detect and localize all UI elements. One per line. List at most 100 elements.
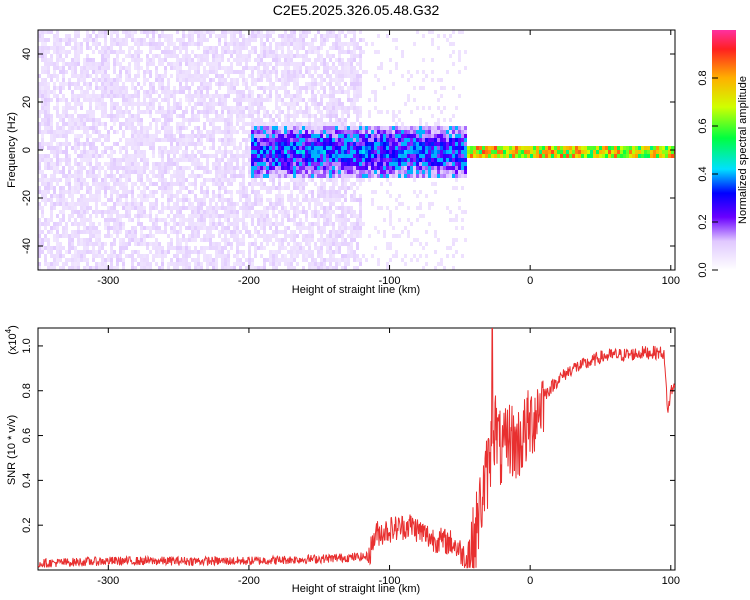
heatmap-cell bbox=[323, 90, 326, 94]
heatmap-cell bbox=[269, 74, 272, 78]
heatmap-cell bbox=[308, 58, 311, 62]
heatmap-cell bbox=[239, 118, 242, 122]
heatmap-cell bbox=[296, 142, 299, 146]
heatmap-cell bbox=[104, 30, 107, 34]
heatmap-cell bbox=[158, 230, 161, 234]
heatmap-cell bbox=[182, 182, 185, 186]
heatmap-cell bbox=[110, 86, 113, 90]
heatmap-cell bbox=[107, 226, 110, 230]
heatmap-cell bbox=[239, 174, 242, 178]
heatmap-cell bbox=[80, 118, 83, 122]
heatmap-cell bbox=[131, 258, 134, 262]
heatmap-cell bbox=[56, 98, 59, 102]
heatmap-cell bbox=[302, 146, 305, 150]
heatmap-cell bbox=[356, 146, 359, 150]
heatmap-cell bbox=[92, 98, 95, 102]
heatmap-cell bbox=[221, 50, 224, 54]
heatmap-cell bbox=[296, 94, 299, 98]
heatmap-cell bbox=[47, 198, 50, 202]
heatmap-cell bbox=[230, 30, 233, 34]
heatmap-cell bbox=[275, 258, 278, 262]
heatmap-cell bbox=[41, 78, 44, 82]
heatmap-cell bbox=[41, 110, 44, 114]
heatmap-cell bbox=[191, 174, 194, 178]
heatmap-cell bbox=[308, 110, 311, 114]
heatmap-cell bbox=[86, 134, 89, 138]
heatmap-cell bbox=[170, 150, 173, 154]
heatmap-cell bbox=[116, 54, 119, 58]
heatmap-cell bbox=[266, 210, 269, 214]
heatmap-cell bbox=[191, 58, 194, 62]
heatmap-cell bbox=[410, 110, 413, 114]
heatmap-cell bbox=[41, 170, 44, 174]
heatmap-cell bbox=[176, 106, 179, 110]
heatmap-cell bbox=[200, 54, 203, 58]
heatmap-cell bbox=[233, 170, 236, 174]
heatmap-cell bbox=[293, 186, 296, 190]
heatmap-cell bbox=[179, 146, 182, 150]
heatmap-cell bbox=[338, 230, 341, 234]
heatmap-cell bbox=[389, 142, 392, 146]
heatmap-cell bbox=[173, 98, 176, 102]
heatmap-cell bbox=[203, 134, 206, 138]
heatmap-cell bbox=[164, 126, 167, 130]
heatmap-cell bbox=[284, 102, 287, 106]
heatmap-cell bbox=[80, 174, 83, 178]
heatmap-cell bbox=[191, 214, 194, 218]
heatmap-cell bbox=[221, 106, 224, 110]
heatmap-cell bbox=[50, 138, 53, 142]
heatmap-cell bbox=[179, 214, 182, 218]
heatmap-cell bbox=[44, 158, 47, 162]
heatmap-cell bbox=[92, 246, 95, 250]
heatmap-cell bbox=[227, 30, 230, 34]
heatmap-cell bbox=[260, 130, 263, 134]
heatmap-cell bbox=[272, 70, 275, 74]
heatmap-cell bbox=[245, 258, 248, 262]
heatmap-cell bbox=[215, 110, 218, 114]
heatmap-cell bbox=[350, 134, 353, 138]
heatmap-cell bbox=[290, 218, 293, 222]
heatmap-cell bbox=[344, 182, 347, 186]
heatmap-cell bbox=[287, 158, 290, 162]
heatmap-cell bbox=[335, 258, 338, 262]
heatmap-cell bbox=[161, 90, 164, 94]
heatmap-cell bbox=[182, 38, 185, 42]
heatmap-cell bbox=[395, 206, 398, 210]
heatmap-cell bbox=[206, 130, 209, 134]
heatmap-cell bbox=[65, 102, 68, 106]
heatmap-cell bbox=[104, 46, 107, 50]
heatmap-cell bbox=[128, 74, 131, 78]
heatmap-cell bbox=[362, 142, 365, 146]
heatmap-cell bbox=[83, 146, 86, 150]
heatmap-cell bbox=[152, 102, 155, 106]
heatmap-cell bbox=[134, 202, 137, 206]
heatmap-cell bbox=[62, 266, 65, 270]
heatmap-cell bbox=[137, 46, 140, 50]
heatmap-cell bbox=[266, 126, 269, 130]
heatmap-cell bbox=[374, 170, 377, 174]
heatmap-cell bbox=[257, 146, 260, 150]
heatmap-cell bbox=[173, 182, 176, 186]
heatmap-cell bbox=[314, 246, 317, 250]
heatmap-cell bbox=[281, 202, 284, 206]
heatmap-cell bbox=[89, 86, 92, 90]
heatmap-cell bbox=[287, 182, 290, 186]
heatmap-cell bbox=[173, 94, 176, 98]
heatmap-cell bbox=[290, 98, 293, 102]
heatmap-cell bbox=[221, 194, 224, 198]
heatmap-cell bbox=[338, 218, 341, 222]
heatmap-cell bbox=[197, 166, 200, 170]
heatmap-cell bbox=[230, 42, 233, 46]
heatmap-cell bbox=[263, 42, 266, 46]
heatmap-cell bbox=[233, 210, 236, 214]
heatmap-cell bbox=[155, 250, 158, 254]
heatmap-cell bbox=[281, 150, 284, 154]
heatmap-cell bbox=[140, 206, 143, 210]
heatmap-cell bbox=[206, 226, 209, 230]
heatmap-cell bbox=[389, 70, 392, 74]
heatmap-cell bbox=[95, 98, 98, 102]
heatmap-cell bbox=[353, 254, 356, 258]
heatmap-cell bbox=[278, 98, 281, 102]
heatmap-cell bbox=[275, 130, 278, 134]
heatmap-cell bbox=[245, 82, 248, 86]
